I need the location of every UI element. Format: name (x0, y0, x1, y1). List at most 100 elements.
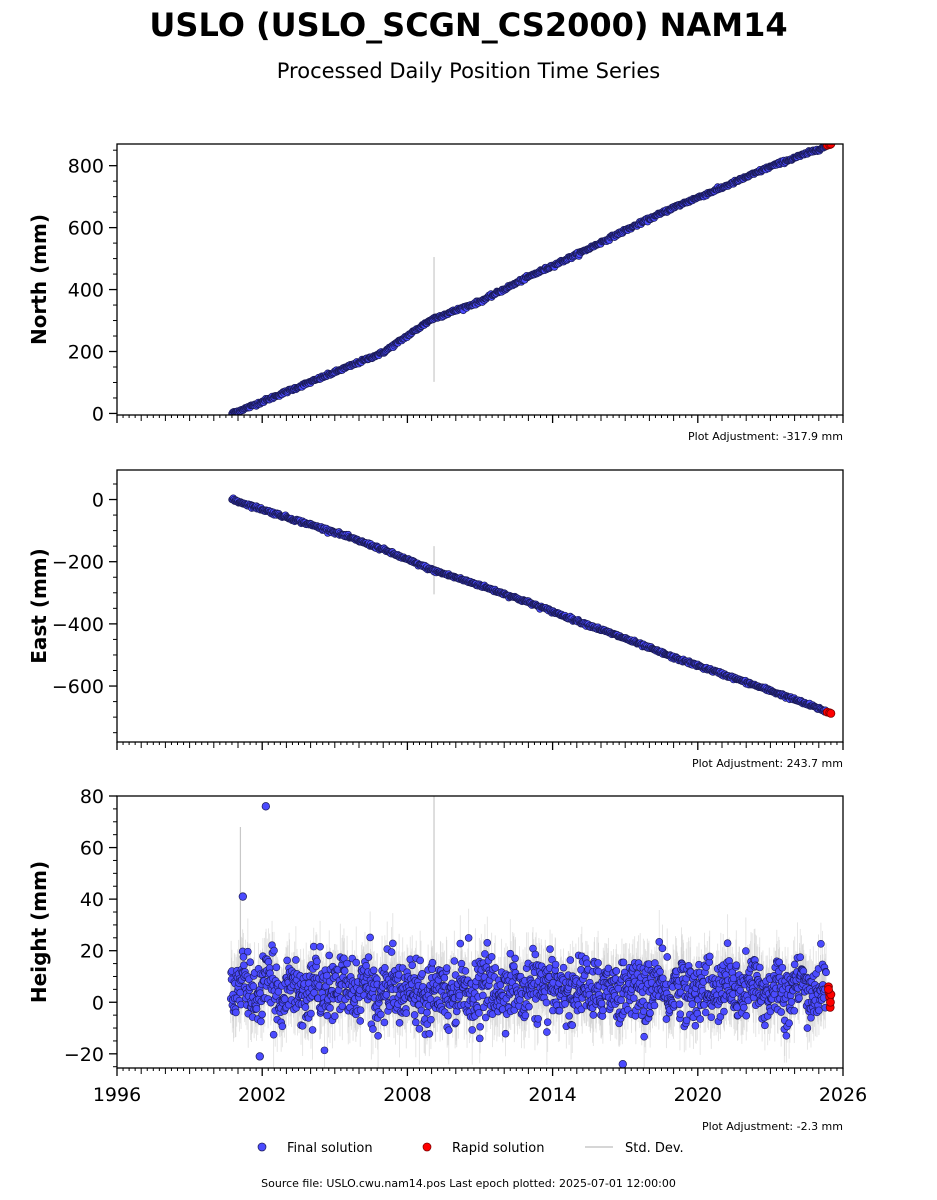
final-point (450, 957, 459, 965)
final-point (619, 958, 628, 967)
final-point (377, 1010, 385, 1019)
final-point (464, 934, 473, 942)
y-tick-label: 400 (68, 280, 104, 302)
plot-area-east (228, 494, 836, 718)
final-point (511, 954, 519, 963)
final-point (298, 1022, 307, 1030)
final-point (531, 950, 540, 959)
final-point (617, 996, 625, 1004)
final-point (264, 958, 273, 966)
final-point (387, 948, 396, 956)
final-point (256, 989, 264, 998)
final-point (292, 956, 300, 964)
final-point (269, 1030, 278, 1039)
final-point (705, 952, 714, 961)
final-point (330, 1012, 339, 1020)
final-point (707, 1013, 716, 1022)
final-point (475, 1009, 483, 1017)
rapid-point (826, 709, 836, 718)
final-point (546, 945, 554, 953)
final-point (701, 1008, 710, 1017)
panel-north: 0 200 400 600 800 North (mm) Plot Adjustment: … (27, 143, 844, 443)
plot-area-north (228, 144, 836, 415)
final-point (475, 1034, 484, 1043)
final-point (444, 1011, 452, 1020)
final-point (270, 946, 278, 955)
final-point (356, 1017, 365, 1025)
final-point (428, 958, 437, 967)
final-point (456, 939, 465, 948)
final-point (381, 964, 389, 972)
final-point (656, 967, 664, 976)
final-point (444, 1026, 453, 1035)
axes-frame-east (116, 469, 844, 743)
final-point (278, 1022, 287, 1031)
final-point (487, 953, 496, 961)
final-point (415, 1025, 424, 1033)
final-point (382, 990, 391, 999)
y-axis-label-north: North (mm) (27, 214, 51, 345)
final-point (565, 1012, 573, 1020)
final-point (310, 988, 318, 997)
final-point (442, 964, 451, 972)
final-point (352, 958, 361, 967)
y-tick-label: 200 (68, 342, 104, 364)
final-point (696, 1015, 704, 1023)
final-point (244, 947, 252, 956)
final-point (720, 1007, 728, 1016)
final-point (402, 1009, 411, 1018)
final-point (640, 1032, 648, 1041)
final-point (612, 967, 621, 975)
final-point (340, 967, 349, 975)
final-point (325, 951, 334, 960)
plot-area-height (226, 796, 836, 1068)
final-point (395, 1019, 404, 1027)
final-point (551, 960, 560, 969)
final-point (374, 1032, 382, 1040)
final-point (476, 1022, 484, 1031)
final-point (589, 1011, 598, 1019)
final-point (732, 961, 741, 969)
final-point (461, 967, 470, 975)
final-point (440, 974, 449, 982)
final-point (663, 953, 672, 961)
final-point (742, 947, 750, 955)
final-point (723, 939, 732, 948)
final-point (272, 963, 281, 972)
plot-adjustment-east: Plot Adjustment: 243.7 mm (692, 757, 843, 770)
y-tick-label: −600 (52, 676, 104, 698)
final-point (418, 970, 426, 978)
final-point (323, 1011, 332, 1020)
std-dev-lines-height (230, 796, 827, 1068)
final-point (380, 1018, 389, 1027)
final-point (534, 1014, 542, 1023)
final-point (761, 1021, 769, 1030)
final-point (716, 1012, 725, 1021)
final-point (594, 959, 602, 967)
final-point (455, 991, 464, 1000)
final-point (240, 961, 248, 970)
final-point (258, 1010, 266, 1019)
final-point (691, 1021, 700, 1030)
final-point (682, 1016, 691, 1025)
final-points-east (228, 494, 830, 716)
final-point (559, 963, 568, 972)
final-point (320, 1046, 329, 1055)
final-point (364, 953, 373, 961)
final-point (501, 1029, 510, 1038)
final-point (688, 1000, 697, 1009)
final-point (481, 1013, 490, 1022)
panels: 0 200 400 600 800 North (mm) Plot Adjustment: … (27, 143, 867, 1133)
final-point (491, 964, 500, 972)
final-point (675, 1000, 684, 1009)
final-point (412, 1018, 420, 1027)
final-points-height (226, 802, 830, 1068)
final-point (416, 956, 424, 965)
final-point (566, 956, 575, 964)
final-point (597, 999, 606, 1008)
final-point (543, 1018, 552, 1026)
final-point (521, 1011, 530, 1020)
